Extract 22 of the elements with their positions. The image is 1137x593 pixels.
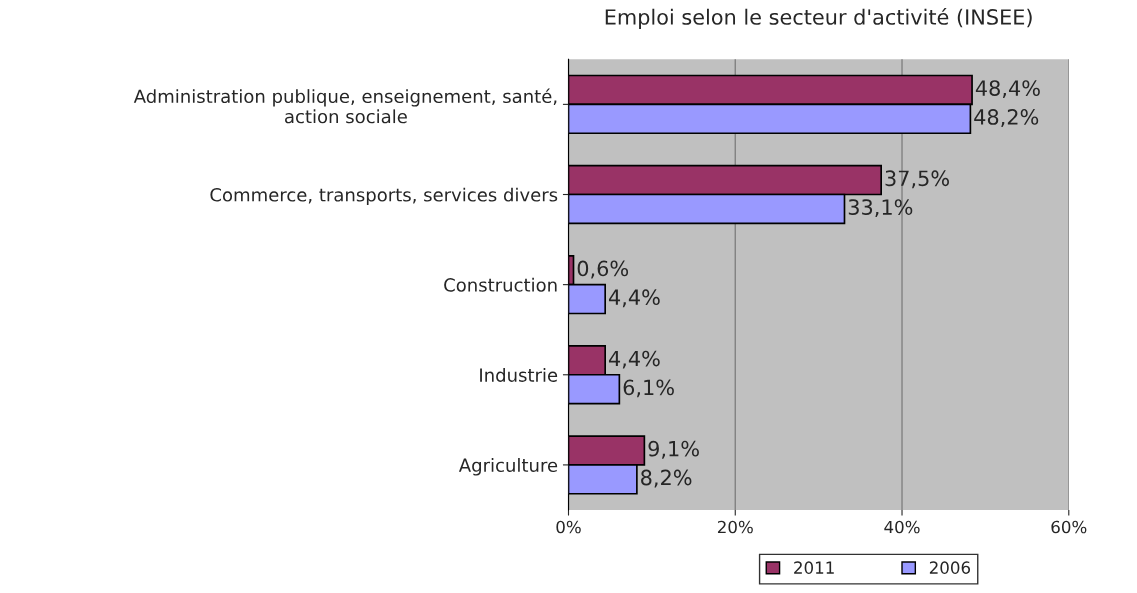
y-tick-label: Commerce, transports, services divers bbox=[210, 187, 558, 206]
data-label: 9,1% bbox=[648, 440, 699, 459]
data-label: 4,4% bbox=[608, 350, 660, 369]
data-label: 33,1% bbox=[848, 199, 913, 218]
y-tick-label: Administration publique, enseignement, santé, action sociale bbox=[133, 88, 557, 124]
data-label: 4,4% bbox=[608, 289, 660, 308]
y-tick-label: Industrie bbox=[480, 367, 558, 382]
x-tick-label: 60% bbox=[1051, 520, 1087, 534]
x-tick-label: 20% bbox=[717, 520, 753, 534]
chart-title: Emploi selon le secteur d'activité (INSEE) bbox=[605, 7, 1032, 29]
legend-label: 2006 bbox=[929, 561, 971, 574]
y-tick-label: Agriculture bbox=[458, 458, 558, 476]
data-label: 37,5% bbox=[885, 170, 949, 189]
legend-label: 2011 bbox=[794, 561, 834, 574]
data-label: 48,2% bbox=[974, 109, 1039, 127]
data-label: 8,2% bbox=[641, 469, 692, 488]
y-tick-label: Construction bbox=[444, 277, 557, 292]
data-label: 6,1% bbox=[623, 379, 674, 398]
x-tick-label: 0% bbox=[556, 520, 581, 534]
x-tick-label: 40% bbox=[884, 520, 920, 534]
data-label: 0,6% bbox=[577, 260, 629, 279]
data-label: 48,4% bbox=[975, 80, 1040, 99]
